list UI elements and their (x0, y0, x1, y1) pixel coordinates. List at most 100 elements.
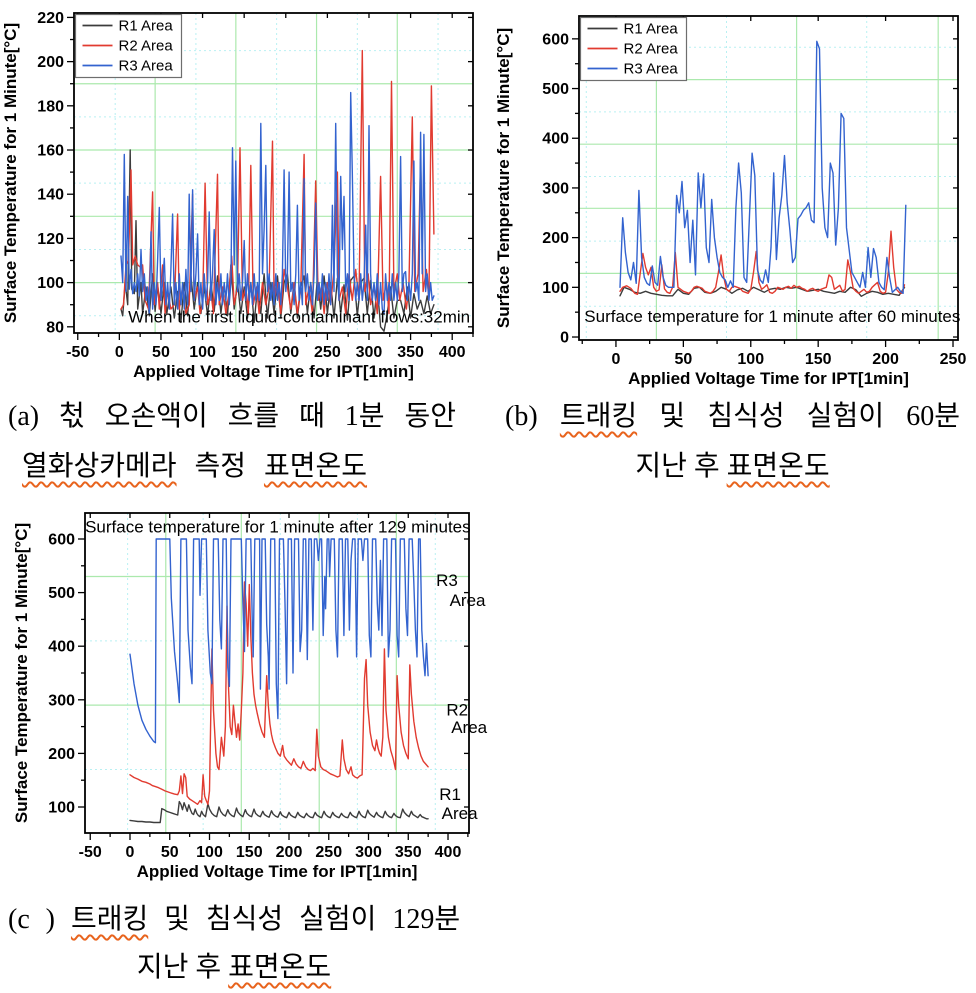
x-tick-label: 50 (161, 844, 179, 861)
x-axis-title: Applied Voltage Time for IPT[1min] (137, 862, 418, 881)
chart-a: -50 0 50 100 150 200 250 300 350 400 80 100 120 140 16… (1, 10, 474, 381)
chart-annotation: R3 (436, 571, 458, 590)
x-tick-label: 400 (435, 844, 462, 861)
plot-border (578, 15, 959, 341)
y-axis-title: Surface Temperature for 1 Minute[°C] (12, 523, 31, 823)
y-tick-label: 400 (48, 639, 75, 656)
series-line-r3-area (619, 40, 907, 294)
chart-annotation: Area (450, 591, 486, 610)
caption-b-line-2: 지난 후 표면온도 (505, 450, 960, 484)
y-tick-label: 100 (48, 800, 75, 817)
series-line-r1-area (129, 800, 429, 824)
series-line-r3-area (129, 538, 429, 744)
x-tick-label: 250 (314, 344, 341, 361)
y-tick-label: 80 (46, 319, 64, 336)
x-axis-title: Applied Voltage Time for IPT[1min] (133, 362, 414, 381)
caption-word-spellcheck: 표면온도 (263, 451, 368, 482)
x-tick-label: 200 (272, 344, 299, 361)
legend-label: R2 Area (119, 38, 174, 55)
x-tick-label: 100 (189, 344, 216, 361)
caption-word: 및 (659, 401, 686, 432)
x-tick-label: 200 (872, 351, 899, 368)
y-tick-label: 140 (37, 187, 64, 204)
caption-b-line-1: (b) 트래킹 및 침식성 실험이 60분 (505, 400, 960, 434)
caption-word: 첛 (59, 401, 85, 432)
caption-word: 동안 (404, 401, 457, 432)
caption-word-spellcheck: 트래킹 (70, 904, 149, 935)
y-tick-label: 0 (560, 330, 569, 347)
caption-word-spellcheck: 표면온도 (726, 451, 830, 482)
x-tick-label: 400 (439, 344, 466, 361)
legend-label: R1 Area (119, 18, 174, 35)
x-tick-label: 300 (355, 844, 382, 861)
y-tick-label: 180 (37, 98, 64, 115)
caption-word: 실험이 (806, 401, 885, 432)
caption-word: 측정 (194, 451, 247, 482)
caption-word: 침식성 (707, 401, 785, 432)
caption-word: (c ) (8, 904, 56, 935)
caption-word: 흐를 (227, 401, 280, 432)
legend-label: R3 Area (624, 61, 679, 78)
x-tick-label: 150 (231, 344, 258, 361)
y-tick-label: 100 (542, 280, 569, 297)
chart-annotation: R1 (439, 785, 461, 804)
y-tick-label: 500 (48, 585, 75, 602)
y-tick-label: 600 (48, 531, 75, 548)
y-tick-label: 200 (37, 54, 64, 71)
caption-word: 지난 (635, 451, 687, 482)
y-tick-label: 160 (37, 143, 64, 160)
x-tick-label: 0 (126, 844, 135, 861)
caption-c-line-1: (c ) 트래킹 및 침식성 실험이 129분 (8, 903, 460, 937)
caption-word: (a) (8, 401, 40, 432)
caption-word: 지난 (136, 952, 189, 983)
chart-annotation: Surface temperature for 1 minute after 1… (85, 518, 471, 537)
caption-word: 후 (693, 451, 720, 482)
caption-word-spellcheck: 열화상카메라 (22, 451, 177, 482)
caption-word: 실험이 (299, 904, 377, 935)
x-tick-label: 50 (152, 344, 170, 361)
caption-word: 129분 (392, 904, 461, 935)
chart-c: -50 0 50 100 150 200 250 300 350 400 100 200 300 400 5… (12, 512, 488, 881)
plot-border (73, 12, 474, 334)
x-tick-label: -50 (66, 344, 89, 361)
y-tick-label: 500 (542, 81, 569, 98)
caption-word-spellcheck: 트래킹 (559, 401, 638, 432)
series-line-r2-area (619, 230, 906, 295)
chart-b: 0 50 100 150 200 250 0 100 200 300 400 500 600 Applie… (494, 15, 966, 388)
caption-word: (b) (505, 401, 538, 432)
caption-word: 때 (299, 401, 325, 432)
chart-annotation: R2 (446, 700, 468, 719)
legend-label: R3 Area (119, 58, 174, 75)
x-tick-label: 150 (236, 844, 263, 861)
series-line-r1-area (619, 286, 906, 297)
legend-label: R1 Area (624, 21, 679, 38)
x-tick-label: -50 (79, 844, 102, 861)
chart-annotation: Surface temperature for 1 minute after 6… (584, 307, 960, 326)
series-line-r3-area (120, 91, 435, 315)
chart-annotation: Area (442, 804, 478, 823)
y-tick-label: 200 (48, 746, 75, 763)
x-tick-label: 0 (611, 351, 620, 368)
x-tick-label: 200 (276, 844, 303, 861)
y-axis-title: Surface Temperature for 1 Minute[°C] (1, 23, 20, 323)
caption-word: 60분 (906, 401, 961, 432)
x-tick-label: 350 (397, 344, 424, 361)
y-axis-title: Surface Temperature for 1 Minute[°C] (494, 28, 513, 328)
x-tick-label: 350 (395, 844, 422, 861)
x-tick-label: 100 (196, 844, 223, 861)
series-line-r2-area (120, 49, 435, 315)
plot-border (84, 512, 470, 834)
caption-word: 오손액이 (104, 401, 208, 432)
caption-word-spellcheck: 표면온도 (228, 952, 332, 983)
y-tick-label: 100 (37, 275, 64, 292)
y-tick-label: 200 (542, 230, 569, 247)
caption-word: 1분 (344, 401, 385, 432)
caption-c-line-2: 지난 후 표면온도 (8, 951, 460, 985)
caption-a-line-1: (a) 첛 오손액이 흐를 때 1분 동안 (8, 400, 456, 434)
series-line-r2-area (129, 581, 429, 805)
caption-word: 후 (195, 952, 222, 983)
y-tick-label: 600 (542, 31, 569, 48)
caption-a-line-2: 열화상카메라 측정 표면온도 (22, 450, 367, 484)
x-tick-label: 50 (674, 351, 692, 368)
